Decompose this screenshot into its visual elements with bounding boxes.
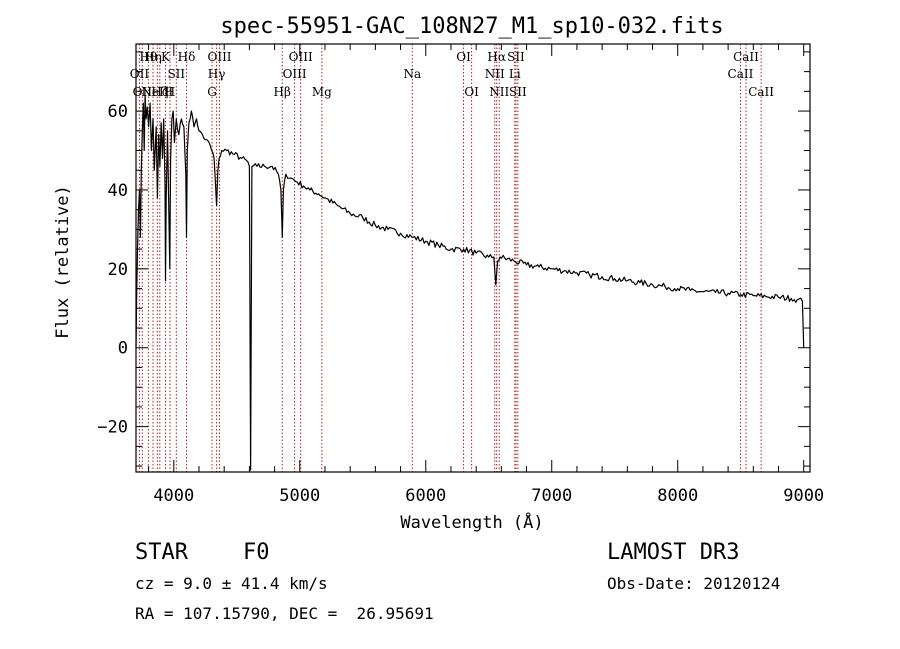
x-tick-label: 9000: [783, 486, 824, 506]
spectral-line-label: CaII: [728, 67, 754, 81]
x-tick-label: 4000: [153, 486, 194, 506]
spectral-line-label: Hη: [144, 50, 162, 64]
spectral-line-label: OIII: [207, 50, 231, 64]
y-tick-label: 60: [108, 102, 128, 122]
spectral-line-label: Na: [403, 67, 421, 81]
redshift-velocity: cz = 9.0 ± 41.4 km/s: [135, 574, 328, 593]
spectral-line-label: Mg: [312, 85, 332, 99]
y-tick-label: 0: [118, 339, 128, 359]
x-tick-label: 5000: [279, 486, 320, 506]
spectral-line-label: Hζ: [151, 85, 168, 99]
spectral-line-label: OII: [130, 67, 150, 81]
spectral-line-label: Hγ: [208, 67, 226, 81]
spectral-line-label: NII: [489, 85, 509, 99]
spectral-line-label: NII: [485, 67, 505, 81]
spectral-line-label: H: [165, 85, 175, 99]
y-tick-label: −20: [97, 418, 128, 438]
plot-frame: [135, 43, 811, 473]
spectral-line-label: OI: [464, 85, 479, 99]
x-axis-label: Wavelength (Å): [400, 511, 543, 533]
sky-coordinates: RA = 107.15790, DEC = 26.95691: [135, 604, 434, 623]
spectral-line-label: SII: [507, 50, 525, 64]
spectral-line-label: SII: [509, 85, 527, 99]
object-class: STAR: [135, 540, 188, 565]
y-axis-label: Flux (relative): [53, 185, 73, 339]
spectral-line-label: OIII: [289, 50, 313, 64]
y-tick-label: 20: [108, 260, 128, 280]
spectral-line-label: Hδ: [178, 50, 196, 64]
spectral-line-label: Hβ: [274, 85, 291, 99]
observation-date: Obs-Date: 20120124: [607, 574, 781, 593]
spectral-line-label: K: [161, 50, 171, 64]
spectrum-series-line: [135, 94, 805, 471]
x-tick-label: 6000: [405, 486, 446, 506]
spectral-subclass: F0: [243, 540, 270, 565]
spectral-line-label: OII: [133, 85, 153, 99]
spectral-line-label: NeIII: [141, 85, 173, 99]
x-tick-label: 7000: [531, 486, 572, 506]
y-tick-label: 40: [108, 181, 128, 201]
spectral-line-label: OIII: [283, 67, 307, 81]
spectral-line-label: Hα: [487, 50, 506, 64]
spectral-line-label: CaII: [733, 50, 759, 64]
spectral-line-label: Hθ: [139, 50, 157, 64]
chart-title: spec-55951-GAC_108N27_M1_sp10-032.fits: [220, 14, 723, 39]
spectral-line-label: CaII: [748, 85, 774, 99]
spectral-line-label: Li: [509, 67, 521, 81]
x-tick-label: 8000: [657, 486, 698, 506]
spectral-line-label: SII: [167, 67, 185, 81]
survey-name: LAMOST DR3: [607, 540, 740, 565]
spectral-line-label: OI: [456, 50, 471, 64]
spectral-line-label: G: [207, 85, 217, 99]
